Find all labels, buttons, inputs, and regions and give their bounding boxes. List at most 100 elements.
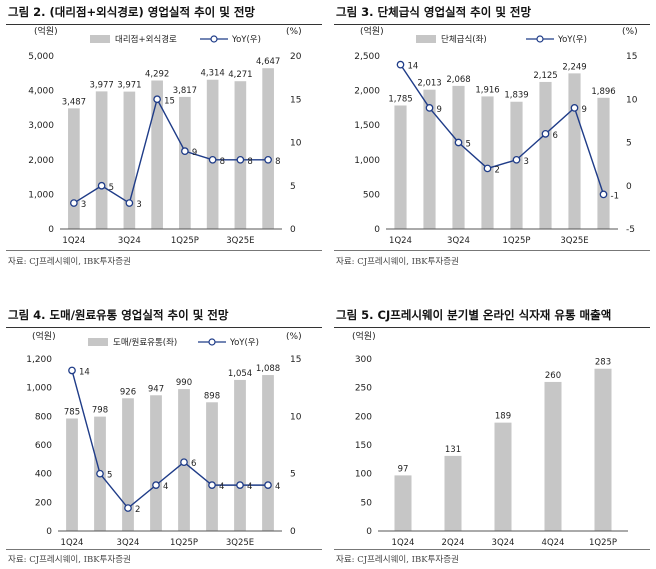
title-rule (334, 327, 650, 328)
bar-value-label: 3,817 (173, 86, 197, 96)
source-rule (334, 250, 650, 251)
yoy-value-label: 9 (437, 105, 442, 115)
x-tick-label: 3Q25E (226, 538, 254, 548)
yoy-value-label: 5 (109, 183, 114, 193)
yoy-point (264, 481, 272, 489)
bar (394, 105, 407, 229)
yoy-point (425, 104, 434, 112)
bar-value-label: 3,977 (89, 80, 113, 90)
bar (66, 418, 78, 531)
x-tick-label: 1Q24 (61, 538, 84, 548)
source-rule (334, 549, 650, 550)
x-tick-label: 3Q24 (447, 236, 470, 246)
yoy-line (73, 97, 269, 205)
bar (481, 96, 494, 229)
legend-bar-label: 단체급식(좌) (441, 34, 487, 45)
bar (597, 97, 610, 229)
legend-line-marker (208, 338, 216, 346)
yoy-point (97, 181, 106, 190)
bar-value-label: 1,896 (591, 87, 615, 97)
source-note: 자료: CJ프레시웨이, IBK투자증권 (336, 257, 459, 267)
chart-svg: (억원) (%) 도매/원료유통(좌) YoY(우) 0 200 400 600 800 1,00… (26, 330, 302, 548)
bar-value-label: 798 (92, 406, 108, 416)
y-tick-label: 4,000 (28, 87, 54, 97)
x-tick-label: 1Q24 (392, 538, 415, 548)
y-axis-unit-left: (억원) (32, 330, 56, 342)
bar-value-label: 2,068 (446, 75, 470, 85)
source-rule (6, 549, 322, 550)
y-tick-label: 0 (46, 527, 52, 537)
legend-line-marker (536, 35, 544, 43)
legend-line-label: YoY(우) (557, 35, 587, 45)
yoy-point (541, 130, 550, 138)
bar-value-label: 4,292 (145, 69, 169, 79)
source-note: 자료: CJ프레시웨이, IBK투자증권 (8, 555, 131, 565)
y-tick-label: 3,000 (28, 121, 54, 131)
bar-value-label: 1,785 (388, 94, 412, 104)
title-rule (6, 327, 322, 328)
legend-bar-swatch (90, 35, 110, 43)
source-note: 자료: CJ프레시웨이, IBK투자증권 (336, 555, 459, 565)
legend-line-label: YoY(우) (229, 338, 259, 348)
yoy-value-label: -1 (611, 191, 619, 201)
y2-tick-label: 5 (290, 182, 296, 192)
bar-value-label: 898 (204, 391, 220, 401)
x-tick-label: 2Q24 (442, 538, 465, 548)
yoy-value-label: 14 (79, 367, 90, 377)
y-tick-label: 800 (35, 412, 52, 422)
yoy-point (153, 95, 161, 104)
chart-panel-4: 그림 5. CJ프레시웨이 분기별 온라인 식자재 유통 매출액 (억원) 0 50… (328, 303, 656, 569)
yoy-value-label: 6 (191, 459, 196, 469)
bar-value-label: 2,013 (417, 79, 441, 89)
y2-tick-label: 0 (290, 527, 296, 537)
yoy-line (399, 64, 605, 195)
yoy-point (264, 155, 272, 164)
y-tick-label: 1,000 (26, 384, 52, 394)
y-tick-label: 2,000 (28, 156, 54, 166)
bar-value-label: 97 (398, 464, 409, 474)
bar-value-label: 4,647 (256, 57, 280, 67)
y2-tick-label: 10 (290, 412, 302, 422)
yoy-value-label: 3 (136, 200, 141, 210)
yoy-value-label: 4 (219, 482, 224, 492)
bar-value-label: 2,125 (533, 71, 557, 81)
y2-tick-label: 15 (290, 355, 301, 365)
legend-bar-swatch (88, 338, 108, 346)
yoy-value-label: 3 (81, 200, 86, 210)
bar (394, 475, 412, 531)
bar (151, 80, 163, 230)
yoy-value-label: 8 (275, 157, 280, 167)
bar (123, 91, 136, 230)
legend-line-label: YoY(우) (231, 35, 261, 45)
x-tick-label: 4Q24 (542, 538, 565, 548)
y2-tick-label: 5 (290, 470, 296, 480)
yoy-value-label: 5 (466, 140, 471, 150)
yoy-point (124, 504, 132, 512)
y2-tick-label: 0 (626, 182, 632, 192)
bar (594, 368, 612, 531)
y2-tick-label: 0 (290, 225, 296, 235)
x-tick-label: 1Q25P (171, 236, 199, 246)
y-axis-unit-left: (억원) (360, 25, 384, 37)
bar-value-label: 926 (120, 387, 136, 397)
yoy-point (599, 190, 608, 199)
bar-value-label: 947 (148, 384, 164, 394)
yoy-value-label: 4 (163, 482, 168, 492)
bar (206, 402, 218, 531)
bar-value-label: 260 (545, 371, 561, 381)
yoy-point (68, 366, 76, 375)
y2-tick-label: 10 (626, 95, 638, 105)
yoy-value-label: 8 (247, 157, 252, 167)
y-axis-unit-right: (%) (622, 27, 638, 37)
y2-tick-label: -5 (626, 225, 635, 235)
bar (544, 381, 562, 531)
x-tick-label: 1Q25P (589, 538, 617, 548)
chart-panel-1: 그림 2. (대리점+외식경로) 영업실적 추이 및 전망 (억원) (%) 대리점… (0, 0, 328, 284)
yoy-point (180, 458, 188, 467)
y-tick-label: 1,000 (28, 190, 54, 200)
yoy-value-label: 4 (247, 482, 252, 492)
bar-value-label: 1,054 (228, 369, 252, 379)
yoy-point (96, 469, 104, 478)
chart-svg: (억원) 0 50 100 150 200 250 300 97 131 189 260 283 1Q24… (352, 330, 628, 548)
y-tick-label: 100 (355, 470, 372, 480)
